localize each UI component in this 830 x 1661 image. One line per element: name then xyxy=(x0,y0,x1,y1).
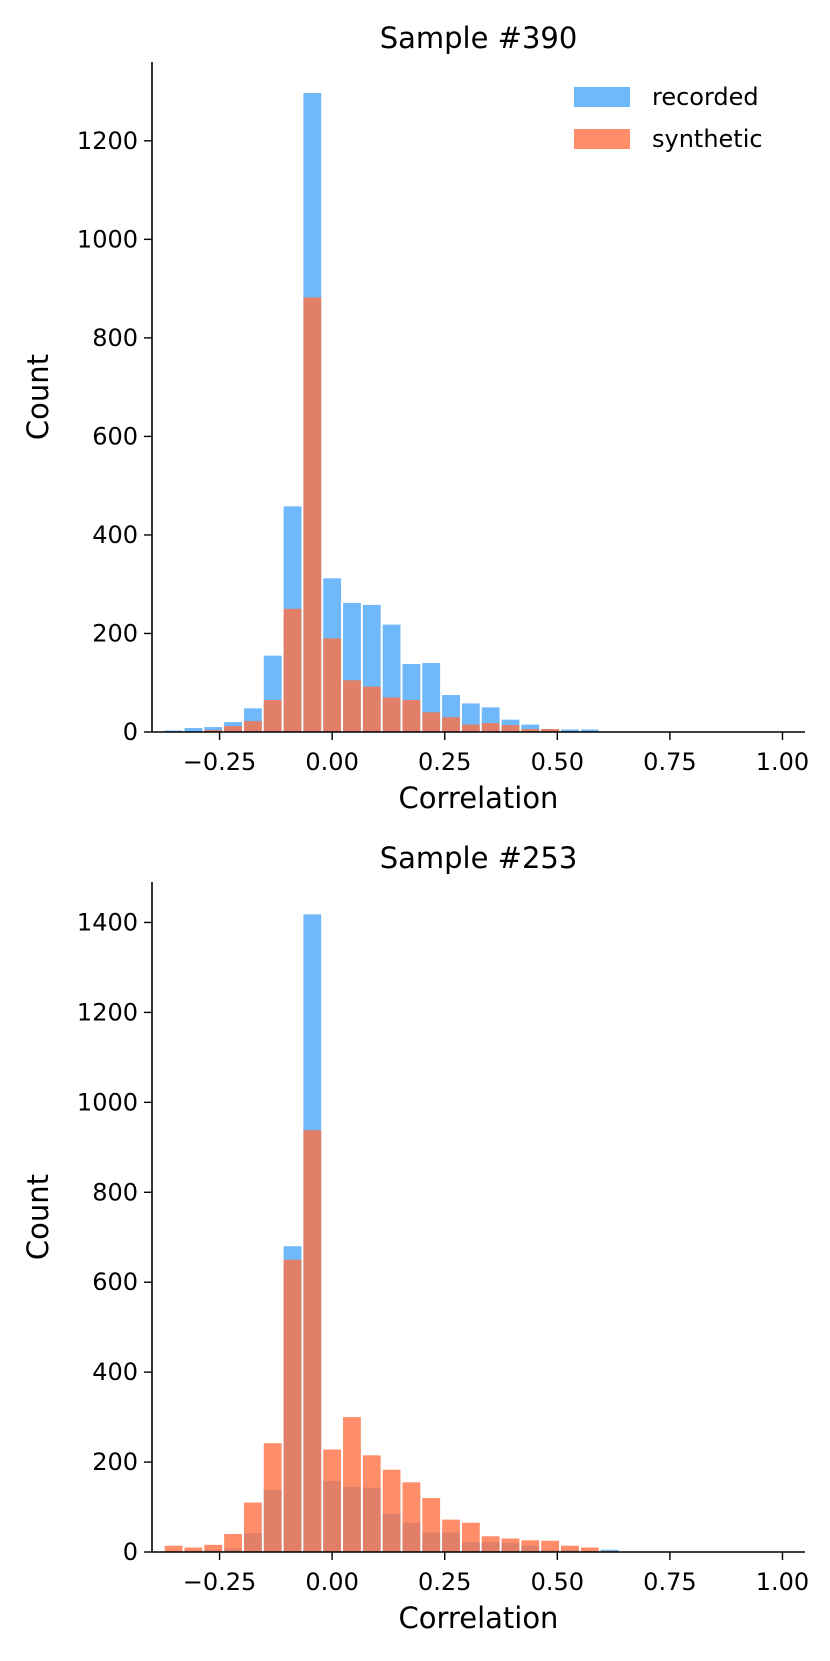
bar-synthetic-10 xyxy=(362,686,381,732)
bar-recorded-2 xyxy=(204,727,223,732)
bar-synthetic-15 xyxy=(461,724,480,732)
chart-title: Sample #390 xyxy=(380,21,578,55)
bars xyxy=(164,93,777,733)
bar-synthetic-18 xyxy=(521,1540,540,1552)
bar-synthetic-3 xyxy=(224,1534,242,1552)
bar-synthetic-16 xyxy=(481,1536,500,1552)
y-axis-label: Count xyxy=(21,1174,55,1260)
bar-synthetic-5 xyxy=(263,1443,282,1552)
bar-synthetic-14 xyxy=(442,1519,460,1552)
x-tick-label: 0.00 xyxy=(305,748,358,776)
bar-synthetic-21 xyxy=(580,1547,599,1552)
bar-synthetic-0 xyxy=(164,1545,183,1552)
legend-label-recorded: recorded xyxy=(652,83,759,111)
legend-swatch-recorded xyxy=(574,87,630,107)
x-tick-label: −0.25 xyxy=(183,748,257,776)
x-tick-label: 0.75 xyxy=(643,1568,696,1596)
x-tick-label: 0.00 xyxy=(305,1568,358,1596)
legend: recorded synthetic xyxy=(574,83,763,153)
bar-recorded-20 xyxy=(561,729,579,732)
chart-title: Sample #253 xyxy=(380,841,578,875)
y-tick-label: 600 xyxy=(92,1268,138,1296)
bar-synthetic-1 xyxy=(184,1547,203,1552)
bar-synthetic-12 xyxy=(402,1482,421,1552)
y-tick-label: 200 xyxy=(92,1448,138,1476)
bar-synthetic-2 xyxy=(204,730,223,732)
y-tick-label: 0 xyxy=(123,718,138,746)
bar-synthetic-9 xyxy=(343,680,361,732)
x-tick-label: 1.00 xyxy=(756,748,809,776)
bar-synthetic-11 xyxy=(382,1469,401,1552)
x-tick-label: 0.50 xyxy=(531,748,584,776)
x-tick-label: 1.00 xyxy=(756,1568,809,1596)
x-tick-label: 0.25 xyxy=(418,748,471,776)
bar-synthetic-19 xyxy=(541,1540,560,1552)
y-tick-label: 200 xyxy=(92,619,138,647)
bar-synthetic-14 xyxy=(442,717,460,732)
chart-panel-2: −0.25 0.00 0.25 0.50 0.75 1.00 0 200 400 600 800 10… xyxy=(21,841,809,1635)
y-tick-label: 1200 xyxy=(77,127,138,155)
bar-synthetic-17 xyxy=(501,1538,520,1552)
y-tick-label: 800 xyxy=(92,324,138,352)
y-tick-label: 600 xyxy=(92,422,138,450)
x-tick-label: 0.50 xyxy=(531,1568,584,1596)
x-axis-label: Correlation xyxy=(399,781,559,815)
x-tick-label: 0.75 xyxy=(643,748,696,776)
bar-synthetic-13 xyxy=(422,712,441,732)
bar-synthetic-20 xyxy=(561,1545,579,1552)
bar-recorded-21 xyxy=(580,729,599,732)
bar-synthetic-9 xyxy=(343,1417,361,1552)
y-tick-label: 800 xyxy=(92,1178,138,1206)
bar-synthetic-13 xyxy=(422,1498,441,1552)
legend-label-synthetic: synthetic xyxy=(652,125,763,153)
y-tick-label: 1200 xyxy=(77,998,138,1026)
bar-synthetic-16 xyxy=(481,723,500,732)
bar-recorded-22 xyxy=(600,1549,619,1552)
y-tick-label: 1000 xyxy=(77,1088,138,1116)
bar-synthetic-15 xyxy=(461,1522,480,1552)
bar-synthetic-8 xyxy=(323,1449,342,1552)
y-tick-label: 0 xyxy=(123,1538,138,1566)
bar-synthetic-7 xyxy=(303,297,322,732)
bar-synthetic-18 xyxy=(521,729,540,732)
bar-synthetic-8 xyxy=(323,638,342,732)
bar-synthetic-19 xyxy=(541,729,560,732)
x-tick-label: 0.25 xyxy=(418,1568,471,1596)
bar-synthetic-4 xyxy=(243,721,262,732)
x-axis-label: Correlation xyxy=(399,1601,559,1635)
y-tick-label: 1000 xyxy=(77,225,138,253)
bar-synthetic-6 xyxy=(283,1259,302,1552)
y-tick-label: 400 xyxy=(92,521,138,549)
bar-synthetic-6 xyxy=(283,608,302,732)
bar-synthetic-11 xyxy=(382,697,401,732)
bar-synthetic-5 xyxy=(263,699,282,732)
bar-synthetic-4 xyxy=(243,1502,262,1552)
bar-recorded-1 xyxy=(184,728,203,732)
bars xyxy=(164,914,619,1552)
bar-synthetic-17 xyxy=(501,725,520,732)
y-axis-label: Count xyxy=(21,354,55,440)
bar-recorded-18 xyxy=(521,724,540,732)
bar-synthetic-7 xyxy=(303,1130,322,1552)
legend-swatch-synthetic xyxy=(574,129,630,149)
bar-synthetic-2 xyxy=(204,1544,223,1552)
x-tick-label: −0.25 xyxy=(183,1568,257,1596)
chart-panel-1: −0.25 0.00 0.25 0.50 0.75 1.00 0 200 400 600 800 10… xyxy=(21,21,809,815)
y-tick-label: 1400 xyxy=(77,908,138,936)
y-tick-label: 400 xyxy=(92,1358,138,1386)
bar-synthetic-3 xyxy=(224,726,242,732)
bar-synthetic-12 xyxy=(402,699,421,732)
bar-synthetic-10 xyxy=(362,1455,381,1552)
